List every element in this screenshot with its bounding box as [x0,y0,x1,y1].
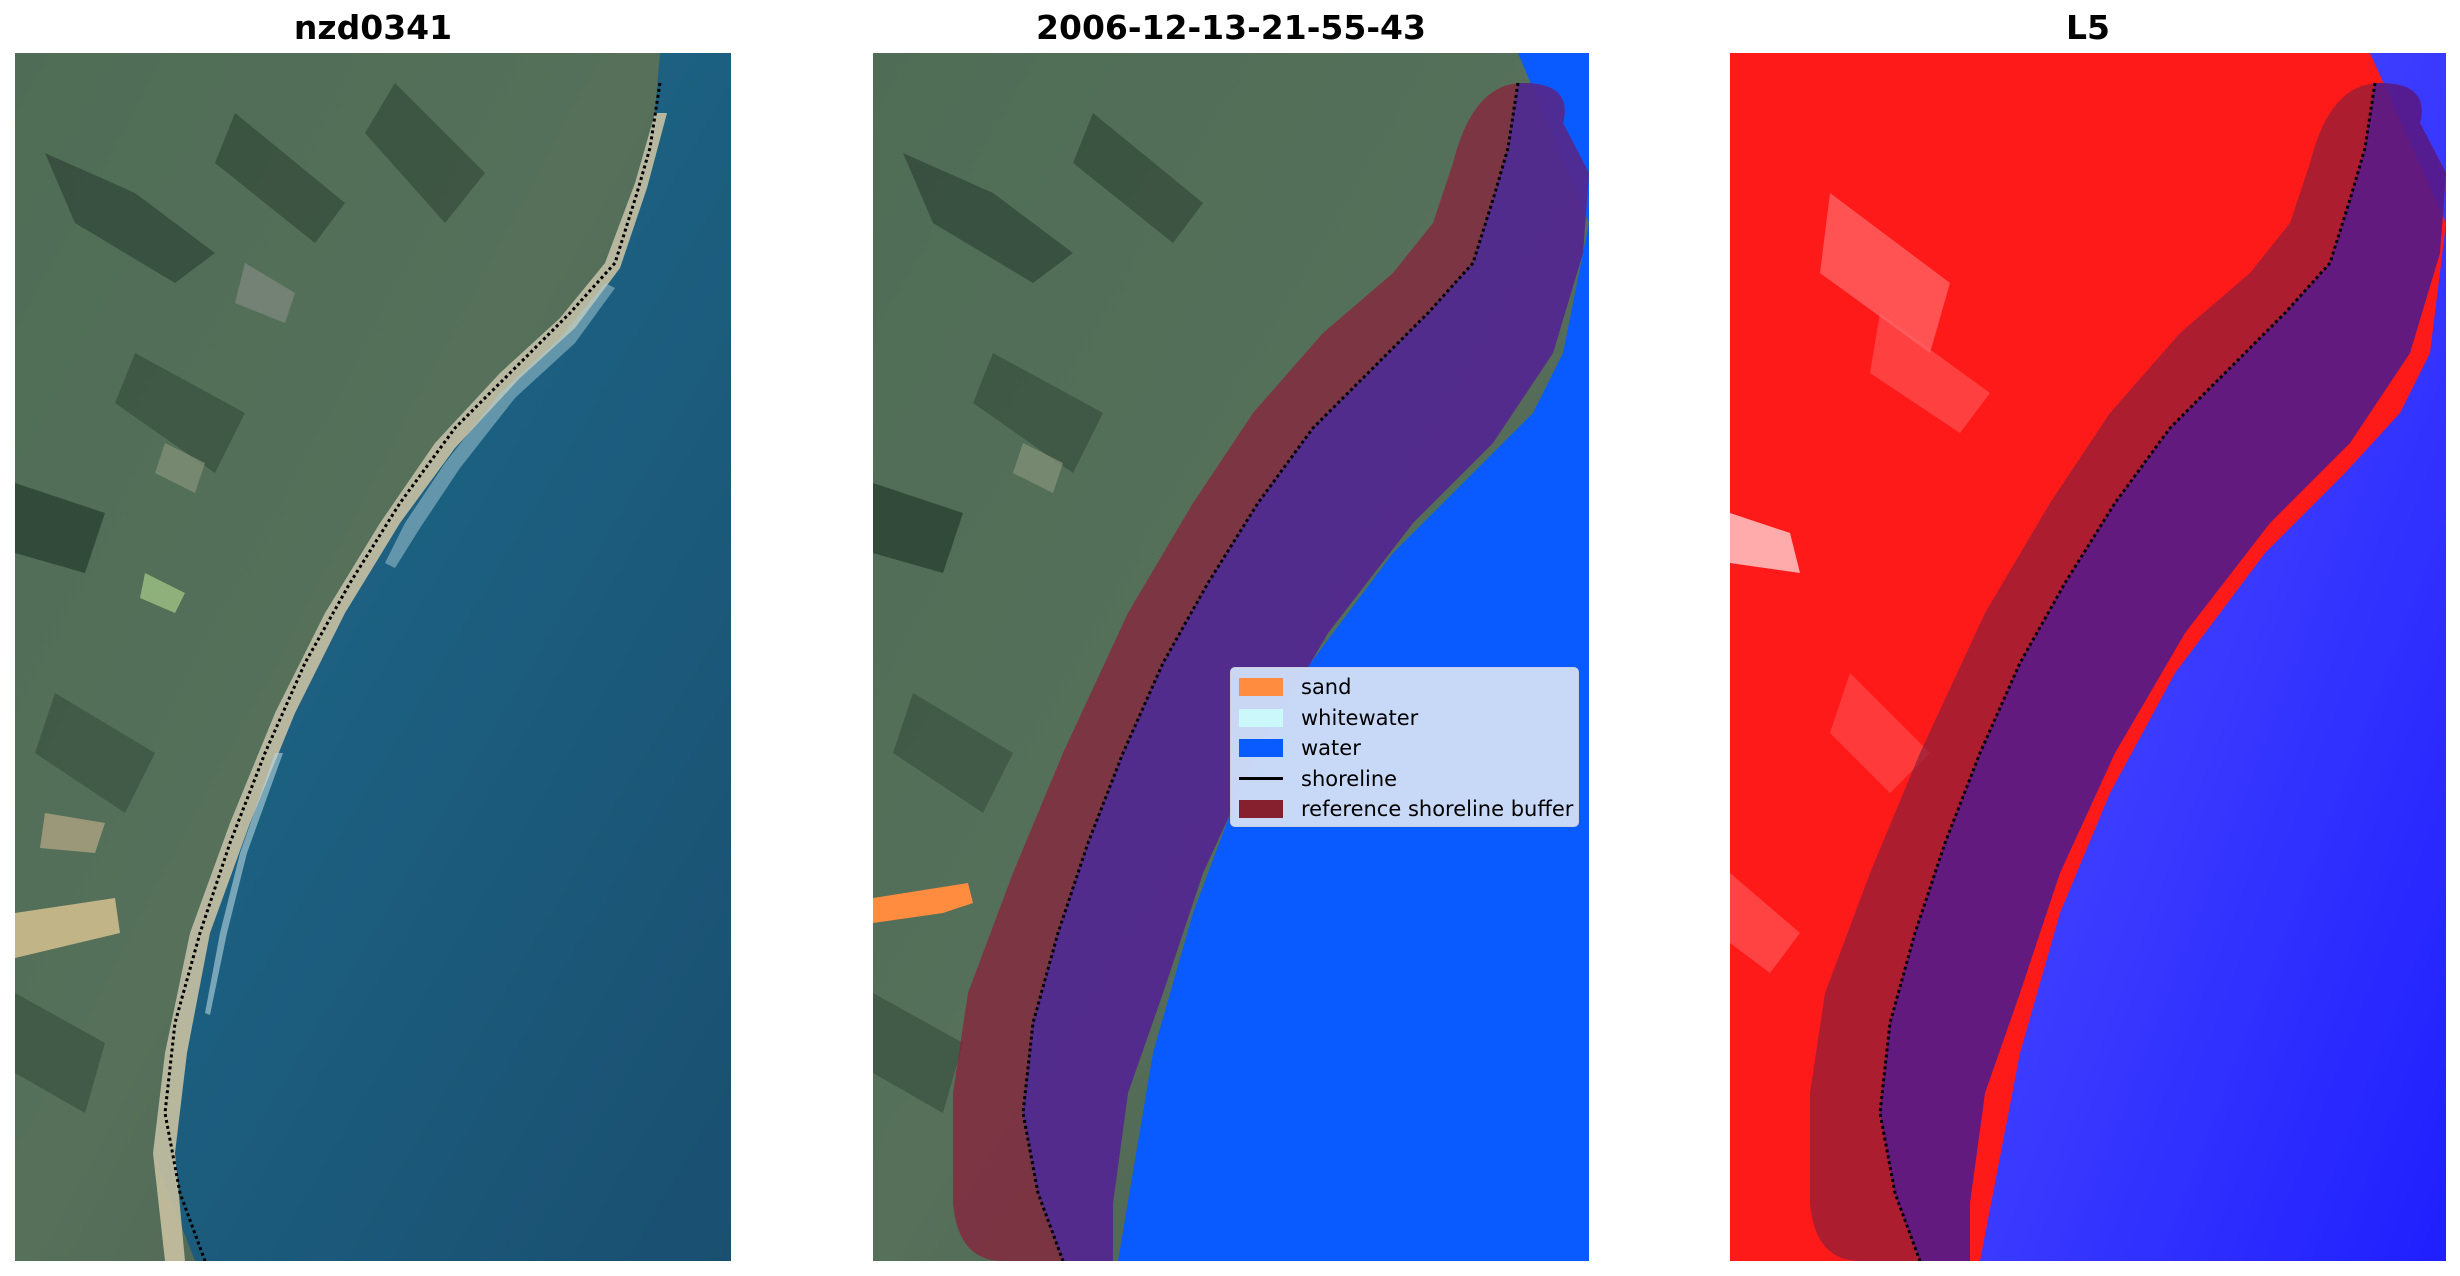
classification-image [873,53,1589,1261]
legend-label-sand: sand [1301,675,1352,700]
legend-swatch-buffer [1239,800,1283,819]
legend-item-whitewater: whitewater [1239,703,1570,734]
legend-item-water: water [1239,733,1570,764]
legend-label-whitewater: whitewater [1301,705,1419,730]
legend-swatch-water [1239,739,1283,758]
legend-item-sand: sand [1239,672,1570,703]
legend-label-buffer: reference shoreline buffer [1301,797,1574,822]
rgb-satellite-image [15,53,731,1261]
legend-item-buffer: reference shoreline buffer [1239,794,1574,825]
legend-swatch-whitewater [1239,708,1283,727]
legend-item-shoreline: shoreline [1239,764,1570,795]
panel-title-index: L5 [2066,8,2110,47]
legend-label-water: water [1301,736,1361,761]
legend: sand whitewater water shoreline referenc… [1230,667,1579,827]
panel-title-classification: 2006-12-13-21-55-43 [1036,8,1426,47]
panel-title-rgb: nzd0341 [293,8,453,47]
legend-label-shoreline: shoreline [1301,766,1398,791]
index-image-l5 [1730,53,2446,1261]
legend-line-shoreline [1239,777,1283,781]
legend-swatch-sand [1239,678,1283,697]
